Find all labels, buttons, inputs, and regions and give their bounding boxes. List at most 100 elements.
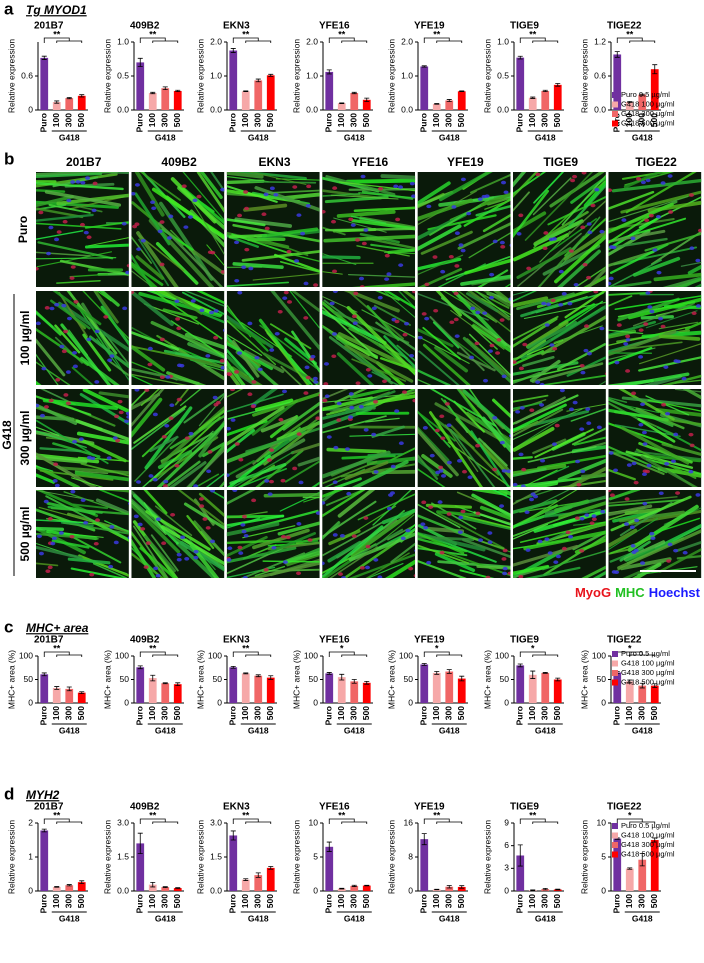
- nucleus: [165, 375, 170, 379]
- legend-label: G418 100 µg/ml: [621, 830, 675, 839]
- nucleus: [454, 318, 459, 322]
- nucleus: [352, 534, 357, 538]
- nucleus: [81, 498, 86, 502]
- nucleus: [690, 444, 695, 448]
- nucleus: [525, 510, 530, 514]
- nucleus: [286, 536, 291, 540]
- nucleus: [501, 557, 506, 561]
- y-tick-label: 0.0: [117, 885, 129, 895]
- nucleus: [148, 347, 153, 351]
- nucleus: [469, 356, 474, 360]
- nucleus: [689, 193, 694, 197]
- nucleus: [282, 390, 287, 394]
- bar: [65, 98, 73, 110]
- nucleus: [264, 193, 269, 197]
- legend-label: G418 100 µg/ml: [621, 658, 675, 667]
- nucleus: [331, 354, 336, 358]
- nucleus: [72, 440, 77, 444]
- nucleus: [411, 194, 416, 198]
- nucleus: [689, 246, 694, 250]
- nucleus: [587, 222, 592, 226]
- nucleus: [692, 311, 697, 315]
- nucleus: [488, 540, 493, 544]
- nucleus: [353, 292, 358, 296]
- x-tick-label: 100: [240, 894, 250, 908]
- nucleus: [52, 536, 57, 540]
- legend-swatch: [612, 670, 618, 676]
- x-tick-label: Puro: [39, 113, 49, 132]
- x-tick-label: Puro: [612, 894, 622, 913]
- nucleus: [378, 296, 383, 300]
- group-label: G418: [632, 913, 653, 923]
- nucleus: [591, 514, 596, 518]
- nucleus: [214, 309, 219, 313]
- nucleus: [221, 270, 226, 274]
- nucleus: [659, 491, 664, 495]
- y-tick-label: 2: [28, 817, 33, 827]
- nucleus: [247, 392, 252, 396]
- legend-label: Puro 0.5 µg/ml: [621, 90, 670, 99]
- nucleus: [273, 193, 278, 197]
- x-tick-label: Puro: [135, 706, 145, 725]
- chart-title: TIGE22: [607, 635, 642, 646]
- nucleus: [638, 355, 643, 359]
- nucleus: [558, 303, 563, 307]
- nucleus: [220, 188, 225, 192]
- nucleus: [135, 183, 140, 187]
- nucleus: [399, 441, 404, 445]
- significance-label: **: [53, 810, 61, 820]
- nucleus: [175, 317, 180, 321]
- nucleus: [478, 538, 483, 542]
- x-tick-label: 300: [349, 113, 359, 127]
- nucleus: [435, 471, 440, 475]
- nucleus: [63, 330, 68, 334]
- y-tick-label: 0.0: [401, 104, 413, 114]
- nucleus: [500, 441, 505, 445]
- bar: [420, 839, 428, 891]
- nucleus: [281, 535, 286, 539]
- x-tick-label: 100: [624, 894, 634, 908]
- panel-label: c: [4, 617, 13, 636]
- nucleus: [73, 300, 78, 304]
- chart-title: TIGE22: [607, 802, 642, 813]
- bar: [242, 880, 250, 891]
- bar: [161, 683, 169, 703]
- nucleus: [489, 344, 494, 348]
- nucleus: [412, 399, 417, 403]
- nucleus: [519, 367, 524, 371]
- significance-label: **: [53, 643, 61, 653]
- nucleus: [269, 348, 274, 352]
- y-axis-label: Relative expression: [482, 39, 492, 113]
- nucleus: [405, 529, 410, 533]
- nucleus: [125, 271, 130, 275]
- significance-label: **: [242, 643, 250, 653]
- chart-title: YFE16: [319, 21, 350, 32]
- nucleus: [348, 415, 353, 419]
- nucleus: [568, 535, 573, 539]
- nucleus: [76, 180, 81, 184]
- error-bar: [79, 95, 84, 97]
- bar: [338, 677, 346, 703]
- nucleus: [410, 182, 415, 186]
- group-label: G418: [344, 913, 365, 923]
- significance-label: **: [149, 810, 157, 820]
- nucleus: [502, 469, 507, 473]
- nucleus: [305, 365, 310, 369]
- nucleus: [636, 177, 641, 181]
- nucleus: [504, 190, 509, 194]
- bar: [363, 683, 371, 703]
- nucleus: [70, 180, 75, 184]
- nucleus: [150, 200, 155, 204]
- x-tick-label: 100: [51, 706, 61, 720]
- x-tick-label: Puro: [39, 706, 49, 725]
- nucleus: [80, 181, 85, 185]
- nucleus: [333, 480, 338, 484]
- nucleus: [433, 309, 438, 313]
- nucleus: [696, 304, 701, 308]
- x-tick-label: 500: [361, 113, 371, 127]
- nucleus: [40, 414, 45, 418]
- nucleus: [55, 378, 60, 382]
- nucleus: [373, 400, 378, 404]
- nucleus: [177, 558, 182, 562]
- nucleus: [638, 423, 643, 427]
